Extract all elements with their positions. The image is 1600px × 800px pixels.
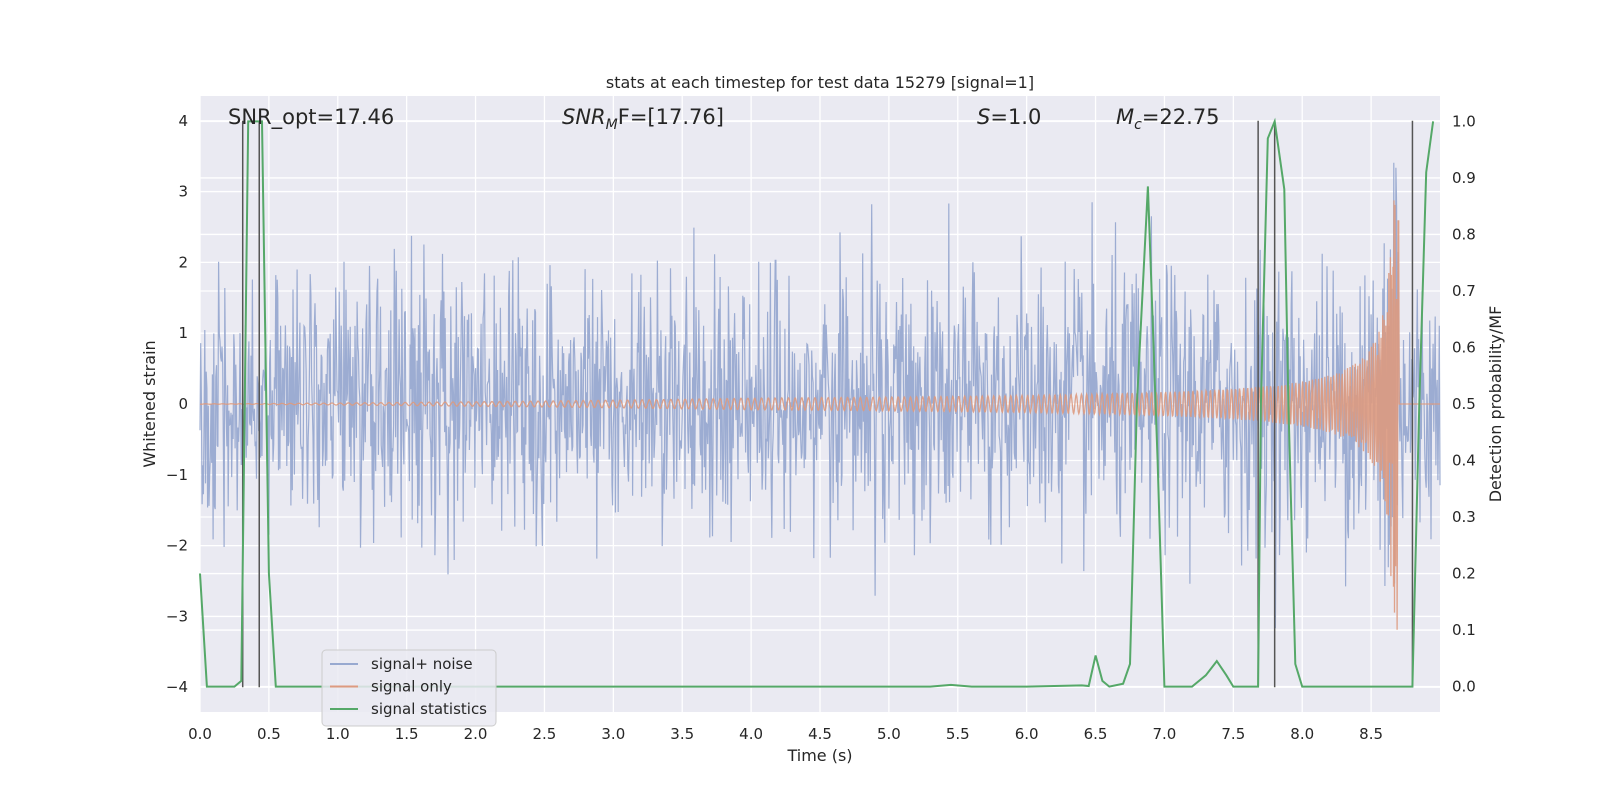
signal-noise-series — [199, 162, 1441, 629]
y-left-tick-label: 0 — [178, 395, 188, 413]
x-tick-label: 7.0 — [1153, 725, 1177, 743]
legend-label: signal+ noise — [371, 655, 473, 673]
signal-only-series — [199, 200, 1440, 630]
annotation-1: SNRMF=[17.76] — [562, 105, 724, 133]
y-left-tick-label: −3 — [166, 607, 188, 625]
annotation-part: =1.0 — [990, 105, 1041, 129]
y-left-tick-label: 4 — [178, 112, 188, 130]
annotation-3: Mc=22.75 — [1116, 105, 1220, 133]
x-tick-labels: 0.0 0.5 1.0 1.5 2.0 2.5 3.0 3.5 4.0 4.5 5.0 5.5 6.0 6… — [188, 725, 1383, 743]
y-left-tick-label: −1 — [166, 466, 188, 484]
y-right-tick-label: 0.8 — [1452, 225, 1476, 243]
y-left-tick-label: −2 — [166, 537, 188, 555]
annotation-part: F=[17.76] — [618, 105, 724, 129]
annotation-part: M — [1116, 105, 1134, 129]
x-tick-label: 3.5 — [670, 725, 694, 743]
x-tick-label: 0.5 — [257, 725, 281, 743]
x-tick-label: 7.5 — [1221, 725, 1245, 743]
y-axis-label-left: Whitened strain — [140, 340, 159, 467]
y-right-tick-label: 0.1 — [1452, 621, 1476, 639]
x-tick-label: 8.5 — [1359, 725, 1383, 743]
y-right-tick-label: 0.2 — [1452, 565, 1476, 583]
x-tick-label: 5.5 — [946, 725, 970, 743]
x-tick-label: 2.0 — [464, 725, 488, 743]
legend: signal+ noise signal only signal statistic… — [321, 649, 497, 727]
x-tick-label: 8.0 — [1290, 725, 1314, 743]
y-left-tick-labels: 4 3 2 1 0 −1 −2 −3 −4 — [166, 112, 188, 696]
x-tick-label: 4.0 — [739, 725, 763, 743]
y-right-tick-labels: 1.0 0.9 0.8 0.7 0.6 0.5 0.4 0.3 0.2 0.1 0.0 — [1452, 112, 1476, 695]
x-tick-label: 6.0 — [1015, 725, 1039, 743]
annotation-part: M — [606, 117, 618, 133]
legend-box — [321, 649, 497, 727]
y-right-tick-label: 1.0 — [1452, 112, 1476, 130]
x-tick-label: 2.5 — [533, 725, 557, 743]
annotation-0: SNR_opt=17.46 — [228, 105, 394, 130]
x-tick-label: 5.0 — [877, 725, 901, 743]
annotation-part: =22.75 — [1142, 105, 1220, 129]
x-tick-label: 1.0 — [326, 725, 350, 743]
y-right-tick-label: 0.6 — [1452, 338, 1476, 356]
x-tick-label: 4.5 — [808, 725, 832, 743]
annotation-part: c — [1134, 117, 1142, 133]
y-right-tick-label: 0.3 — [1452, 508, 1476, 526]
signal-statistics-series — [199, 117, 1435, 688]
legend-label: signal only — [371, 678, 452, 696]
x-axis-label: Time (s) — [786, 746, 852, 765]
annotations: SNR_opt=17.46 SNRMF=[17.76] S=1.0 Mc=22.75 — [228, 105, 1220, 133]
annotation-part: S — [977, 105, 990, 129]
y-axis-label-right: Detection probability/MF — [1486, 306, 1505, 503]
y-left-tick-label: 2 — [178, 253, 188, 271]
annotation-part: SNR_opt=17.46 — [228, 105, 394, 130]
y-right-tick-label: 0.7 — [1452, 282, 1476, 300]
signal-only-line — [199, 200, 1440, 630]
x-tick-label: 6.5 — [1084, 725, 1108, 743]
signal-noise-line — [199, 162, 1441, 629]
annotation-part: SNR — [562, 105, 606, 129]
y-left-tick-label: −4 — [166, 678, 188, 696]
y-right-tick-label: 0.9 — [1452, 169, 1476, 187]
y-left-tick-label: 3 — [178, 183, 188, 201]
y-left-tick-label: 1 — [178, 324, 188, 342]
annotation-2: S=1.0 — [977, 105, 1041, 129]
y-right-tick-label: 0.0 — [1452, 678, 1476, 696]
chart-title: stats at each timestep for test data 152… — [606, 73, 1034, 92]
x-tick-label: 0.0 — [188, 725, 212, 743]
y-right-tick-label: 0.5 — [1452, 395, 1476, 413]
x-tick-label: 3.0 — [601, 725, 625, 743]
signal-statistics-line — [199, 117, 1435, 688]
x-tick-label: 1.5 — [395, 725, 419, 743]
legend-label: signal statistics — [371, 700, 487, 718]
y-right-tick-label: 0.4 — [1452, 452, 1476, 470]
